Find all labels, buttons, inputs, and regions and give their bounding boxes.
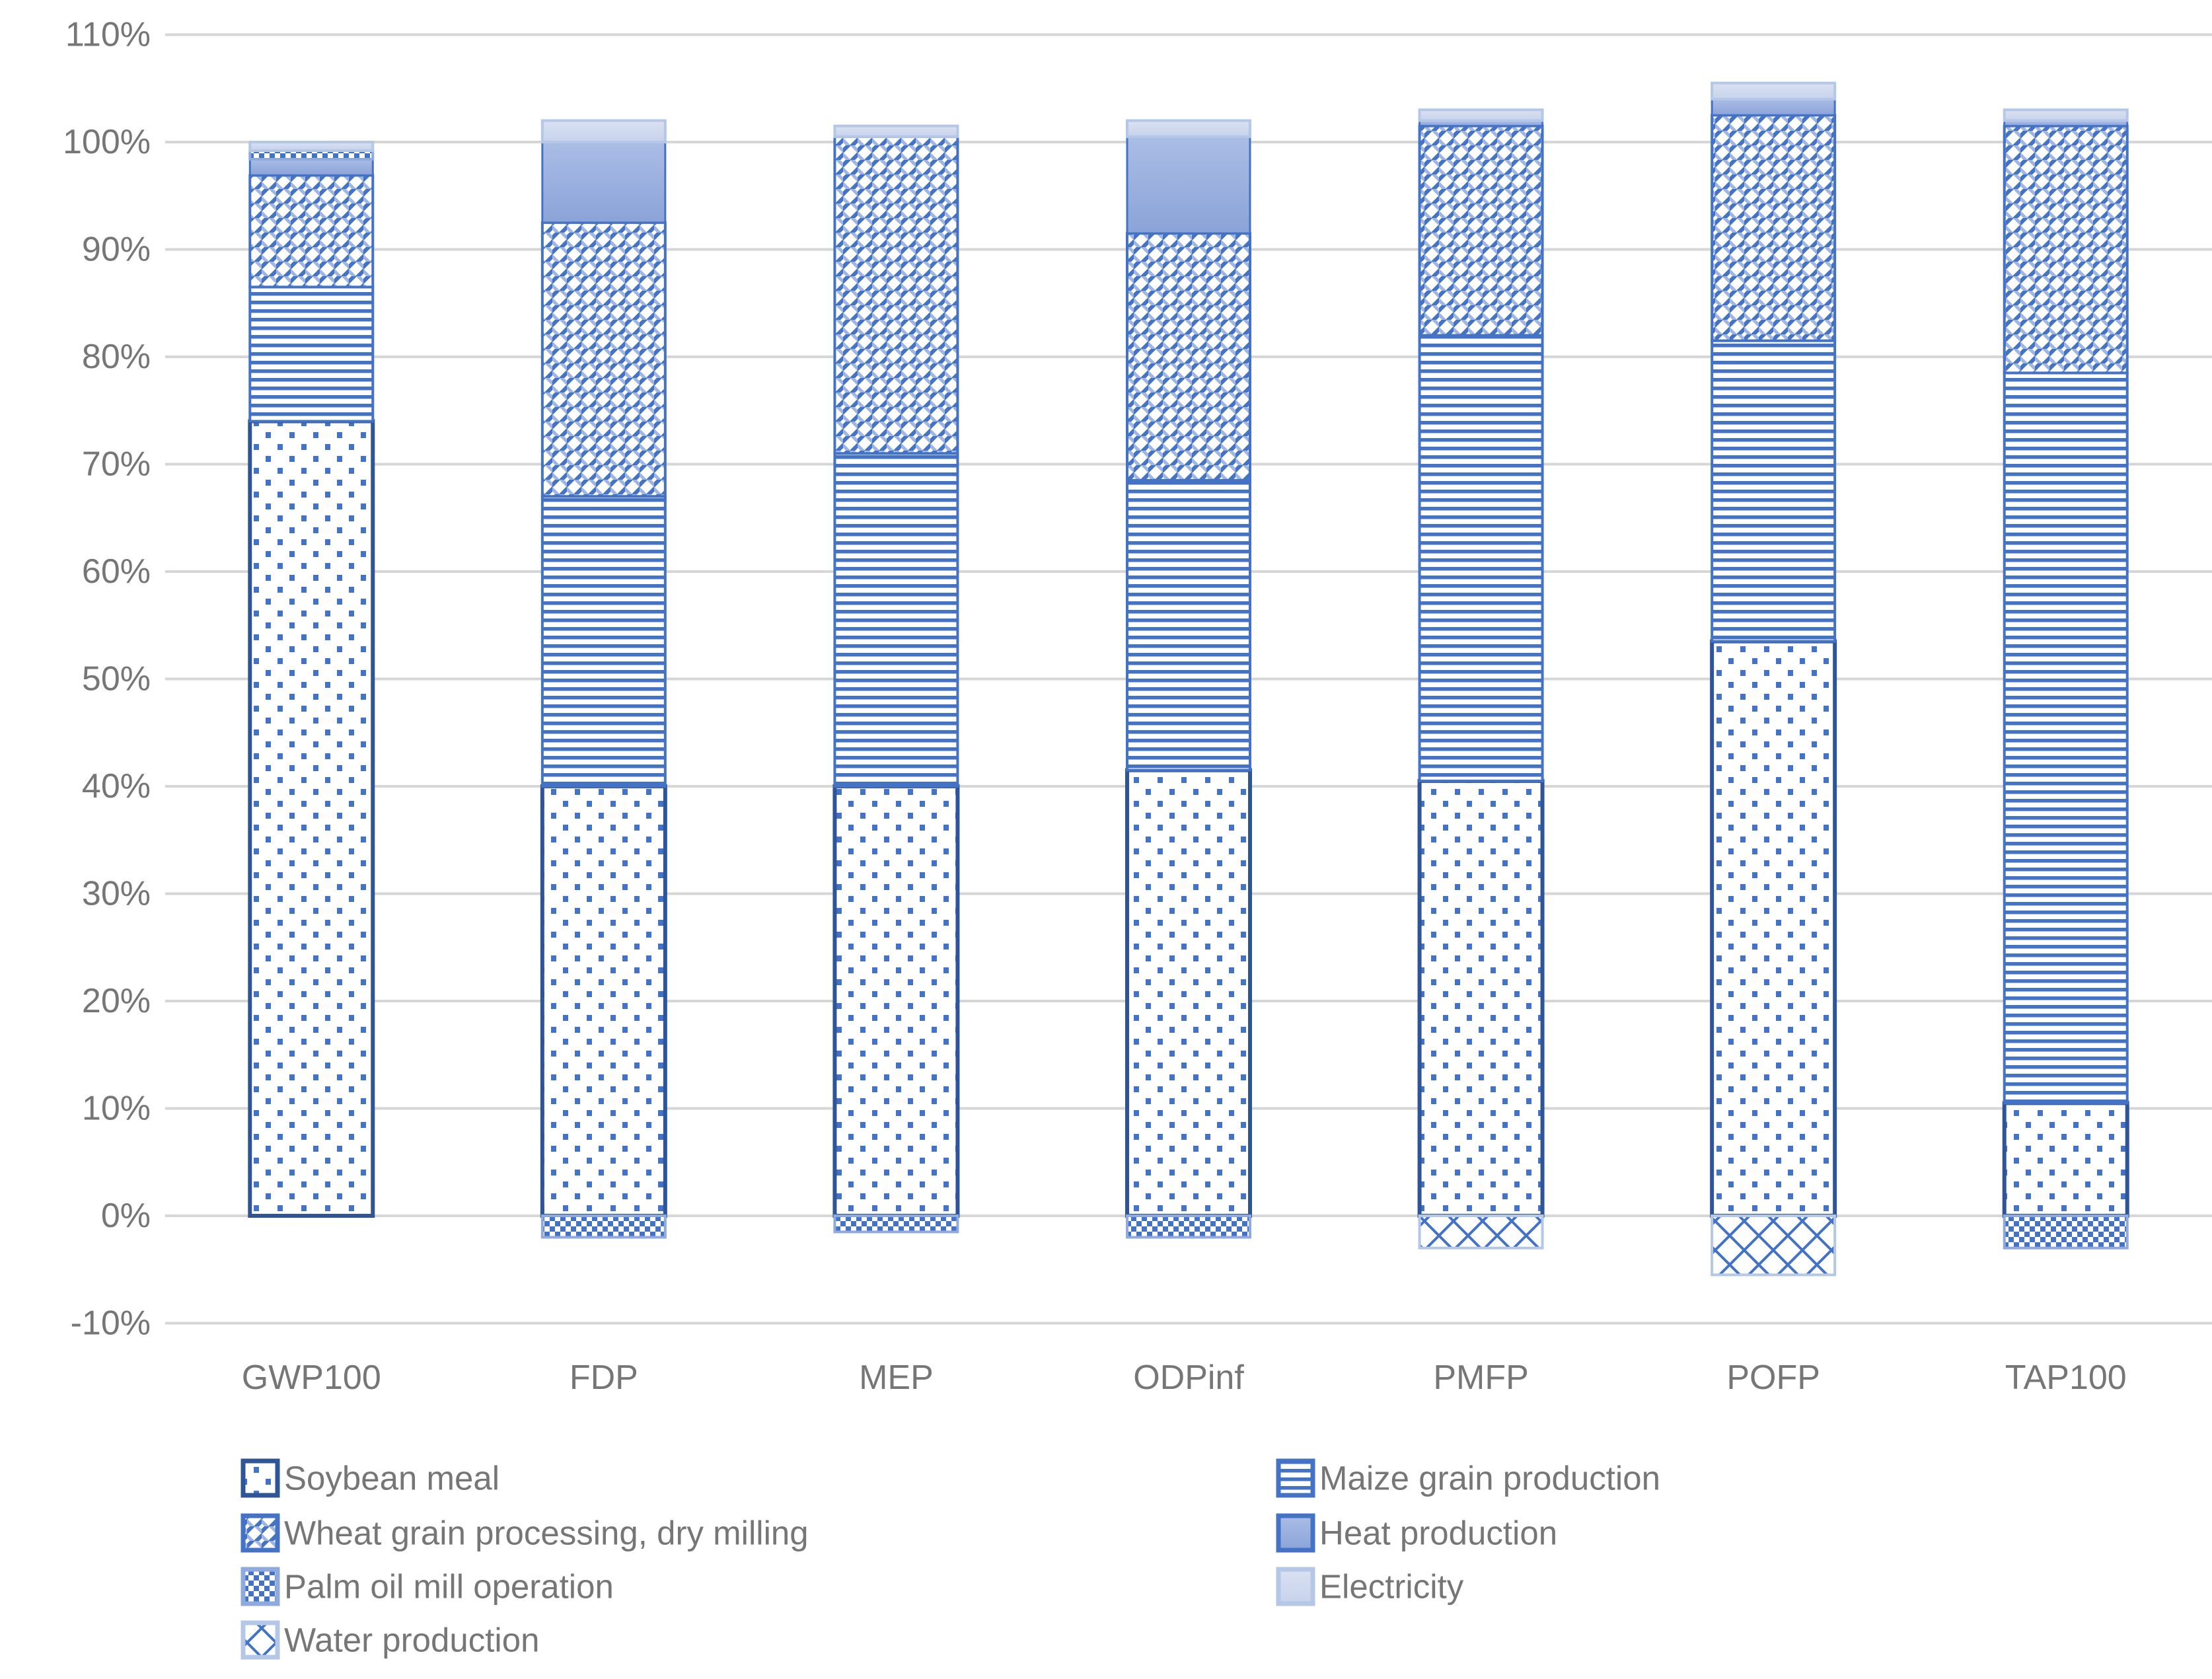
legend-label: Maize grain production — [1319, 1460, 1660, 1497]
bar-segment-tap100-palm-oil-mill-operation — [2003, 1214, 2129, 1250]
bar-fdp — [540, 119, 667, 1239]
bar-segment-tap100-electricity — [2003, 108, 2129, 122]
bar-segment-pofp-wheat-grain-processing-dry-milling — [1711, 114, 1837, 342]
bar-segment-pofp-water-production — [1711, 1214, 1837, 1277]
legend-swatch-electricity-icon — [1276, 1567, 1315, 1606]
legend: Soybean meal Maize grain production Wheat … — [240, 1458, 1660, 1660]
x-category-label: PMFP — [1433, 1359, 1528, 1397]
bar-mep — [832, 124, 960, 1234]
bar-segment-pmfp-wheat-grain-processing-dry-milling — [1418, 124, 1544, 337]
legend-swatch-heat-production-icon — [1276, 1513, 1315, 1553]
legend-item-water-production: Water production — [240, 1620, 539, 1660]
bar-segment-mep-electricity — [833, 124, 959, 138]
legend-label: Electricity — [1319, 1568, 1464, 1606]
bar-segment-fdp-palm-oil-mill-operation — [540, 1214, 667, 1239]
bar-segment-pofp-maize-grain-production — [1711, 339, 1837, 643]
bar-segment-mep-soybean-meal — [832, 784, 960, 1218]
bar-segment-tap100-soybean-meal — [2002, 1101, 2129, 1218]
legend-item-heat-production: Heat production — [1276, 1513, 1557, 1553]
y-tick-label: 60% — [82, 552, 151, 591]
bar-segment-tap100-maize-grain-production — [2003, 371, 2129, 1105]
bar-segment-tap100-wheat-grain-processing-dry-milling — [2003, 124, 2129, 375]
y-tick-label: 80% — [82, 338, 151, 376]
bar-segment-gwp100-heat-production — [248, 158, 374, 176]
legend-item-soybean-meal: Soybean meal — [240, 1458, 499, 1498]
legend-label: Water production — [284, 1622, 539, 1659]
legend-swatch-water-production-icon — [240, 1620, 280, 1660]
bar-segment-gwp100-wheat-grain-processing-dry-milling — [248, 174, 375, 289]
bar-segment-fdp-maize-grain-production — [540, 495, 667, 788]
legend-swatch-soybean-meal-icon — [240, 1458, 280, 1498]
bar-segment-pmfp-electricity — [1418, 108, 1544, 122]
y-tick-label: 110% — [65, 16, 151, 54]
legend-label: Heat production — [1319, 1514, 1557, 1552]
bar-segment-odpinf-heat-production — [1126, 135, 1251, 235]
y-tick-label: 50% — [82, 660, 151, 698]
legend-item-maize-grain-production: Maize grain production — [1276, 1458, 1660, 1498]
legend-label: Wheat grain processing, dry milling — [284, 1514, 809, 1552]
bar-segment-odpinf-soybean-meal — [1125, 768, 1252, 1218]
y-axis-tick-labels: 110% 100% 90% 80% 70% 60% 50% 40% 30% 20% 10% 0% -10… — [63, 16, 151, 1343]
x-category-label: POFP — [1726, 1359, 1820, 1397]
y-tick-label: 10% — [82, 1090, 151, 1128]
bar-segment-gwp100-electricity — [248, 141, 375, 152]
bar-segment-gwp100-maize-grain-production — [248, 285, 375, 423]
bar-segment-fdp-soybean-meal — [540, 784, 667, 1218]
bar-segment-odpinf-palm-oil-mill-operation — [1126, 1214, 1251, 1239]
bar-segment-pmfp-maize-grain-production — [1418, 334, 1544, 782]
x-category-label: FDP — [570, 1359, 638, 1397]
bar-segment-mep-wheat-grain-processing-dry-milling — [833, 135, 959, 455]
legend-item-wheat-grain-processing-dry-milling: Wheat grain processing, dry milling — [240, 1513, 809, 1553]
x-axis-category-labels: GWP100 FDP MEP ODPinf PMFP POFP TAP100 — [242, 1359, 2127, 1397]
bar-segment-pofp-electricity — [1711, 81, 1837, 100]
legend-swatch-palm-oil-mill-operation-icon — [240, 1567, 280, 1606]
y-tick-label: 0% — [101, 1197, 151, 1235]
bar-segment-gwp100-soybean-meal — [248, 419, 375, 1218]
y-tick-label: 90% — [82, 231, 151, 269]
legend-item-electricity: Electricity — [1276, 1567, 1464, 1606]
x-category-label: GWP100 — [242, 1359, 381, 1397]
y-tick-label: 70% — [82, 445, 151, 484]
bar-gwp100 — [248, 141, 375, 1218]
y-tick-label: 100% — [63, 123, 151, 161]
bar-segment-odpinf-wheat-grain-processing-dry-milling — [1126, 232, 1251, 482]
bar-segment-fdp-wheat-grain-processing-dry-milling — [540, 221, 667, 498]
x-category-label: TAP100 — [2005, 1359, 2127, 1397]
bar-pmfp — [1417, 108, 1545, 1250]
y-tick-label: 30% — [82, 875, 151, 913]
bar-segment-fdp-heat-production — [541, 141, 667, 224]
bar-segment-mep-maize-grain-production — [833, 452, 959, 788]
legend-swatch-maize-grain-production-icon — [1276, 1458, 1315, 1498]
bar-segment-pmfp-soybean-meal — [1417, 778, 1545, 1218]
bar-segment-pofp-soybean-meal — [1710, 639, 1837, 1218]
bar-segment-pmfp-water-production — [1418, 1214, 1544, 1250]
bar-segment-odpinf-maize-grain-production — [1126, 478, 1251, 772]
x-category-label: ODPinf — [1133, 1359, 1244, 1397]
bar-odpinf — [1125, 119, 1252, 1239]
legend-label: Palm oil mill operation — [284, 1568, 614, 1606]
bar-tap100 — [2002, 108, 2129, 1250]
bar-segment-fdp-electricity — [540, 119, 667, 143]
bar-segment-pofp-heat-production — [1711, 98, 1836, 116]
bar-pofp — [1710, 81, 1837, 1277]
x-category-label: MEP — [859, 1359, 934, 1397]
y-tick-label: 40% — [82, 767, 151, 805]
legend-label: Soybean meal — [284, 1460, 499, 1497]
y-tick-label: 20% — [82, 982, 151, 1020]
legend-swatch-wheat-grain-processing-dry-milling-icon — [240, 1513, 280, 1553]
bar-segment-mep-palm-oil-mill-operation — [833, 1214, 959, 1234]
y-tick-label: -10% — [71, 1304, 151, 1343]
bar-segment-odpinf-electricity — [1126, 119, 1251, 138]
legend-item-palm-oil-mill-operation: Palm oil mill operation — [240, 1567, 614, 1606]
bars — [248, 81, 2129, 1277]
